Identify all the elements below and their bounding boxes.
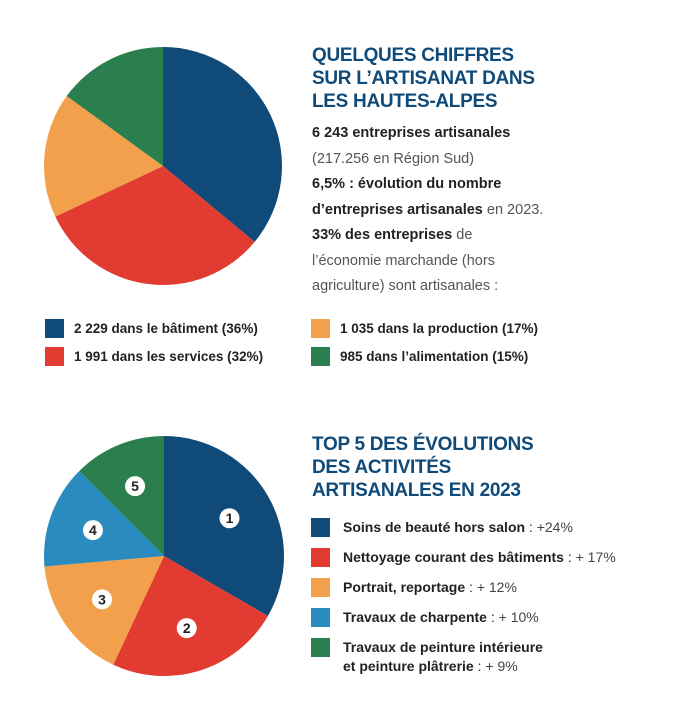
legend2-item-2: Nettoyage courant des bâtiments : + 17% [311,548,616,567]
legend2-label-2: Nettoyage courant des bâtiments [343,549,564,565]
section1-stats: 6 243 entreprises artisanales (217.256 e… [312,121,672,300]
legend2-label-1: Soins de beauté hors salon [343,519,526,535]
legend-swatch-alimentation [311,347,330,366]
legend-label-production: 1 035 dans la production (17%) [340,321,539,336]
legend-label-services: 1 991 dans les services (32%) [74,349,264,364]
pie1-slice-1 [163,47,283,242]
legend2-swatch-4 [311,608,330,627]
pie2-marker-1: 1 [219,508,240,529]
section2-title: TOP 5 DES ÉVOLUTIONS DES ACTIVITÉS ARTIS… [312,433,672,502]
legend2-swatch-5 [311,638,330,657]
pie-chart-top5: 1 2 3 4 5 [44,436,284,676]
pie1-slice-3 [44,96,163,217]
svg-text:5: 5 [131,478,139,494]
stat-economie-de: de [452,227,473,243]
legend2-sep-3: : [465,579,477,595]
legend2-item-5: Travaux de peinture intérieure et peintur… [311,638,543,676]
stat-evolution-line2: d’entreprises artisanales [312,201,483,218]
legend2-sep-4: : [486,609,499,625]
legend-swatch-services [45,347,64,366]
legend2-swatch-2 [311,548,330,567]
svg-text:3: 3 [98,591,106,607]
legend2-swatch-1 [311,518,330,537]
pie2-slice-5 [79,436,164,556]
section2-title-line-2: DES ACTIVITÉS [312,457,451,478]
legend2-value-2: + 17% [575,549,616,565]
section2-title-line-1: TOP 5 DES ÉVOLUTIONS [312,434,534,455]
pie1-slice-4 [66,47,163,166]
pie2-slice-3 [44,556,164,665]
section1-title-line-1: QUELQUES CHIFFRES [312,45,514,66]
legend2-label-5-line2: et peinture plâtrerie [343,658,474,674]
section1-title: QUELQUES CHIFFRES SUR L’ARTISANAT DANS L… [312,44,672,113]
legend2-label-4: Travaux de charpente [343,609,487,625]
legend2-item-4: Travaux de charpente : + 10% [311,608,539,627]
legend-swatch-production [311,319,330,338]
stat-region-sud: (217.256 en Région Sud) [312,150,475,167]
legend-label-alimentation: 985 dans l’alimentation (15%) [340,349,529,364]
stat-economie-line3: agriculture) sont artisanales : [312,278,499,294]
pie2-marker-3: 3 [92,589,113,610]
legend2-value-5: + 9% [485,658,518,674]
legend2-sep-5: : [473,658,486,674]
pie2-slice-4 [44,471,164,567]
pie-chart-artisanat [44,47,283,285]
legend-item-production: 1 035 dans la production (17%) [311,319,538,338]
legend2-sep-1: : [525,519,537,535]
legend2-item-3: Portrait, reportage : + 12% [311,578,517,597]
stat-entreprises: 6 243 entreprises artisanales [312,125,511,141]
legend2-label-5: Travaux de peinture intérieure [343,639,543,655]
legend2-value-4: + 10% [498,609,539,625]
stat-evolution-year: en 2023. [482,201,544,218]
legend-swatch-batiment [45,319,64,338]
stat-economie: 33% des entreprises [312,227,453,243]
stat-economie-line2: l’économie marchande (hors [312,252,495,269]
legend2-label-3: Portrait, reportage [343,579,466,595]
legend2-item-1: Soins de beauté hors salon : +24% [311,518,573,537]
stat-evolution: 6,5% : évolution du nombre [312,176,502,192]
pie2-marker-5: 5 [125,476,146,497]
section1-text: QUELQUES CHIFFRES SUR L’ARTISANAT DANS L… [312,44,672,300]
svg-text:2: 2 [183,620,191,636]
section1-title-line-2: SUR L’ARTISANAT DANS [312,68,535,89]
svg-text:1: 1 [226,510,234,526]
legend2-value-1: +24% [536,519,573,535]
section1-title-line-3: LES HAUTES-ALPES [312,91,498,112]
legend-item-batiment: 2 229 dans le bâtiment (36%) [45,319,258,338]
legend2-swatch-3 [311,578,330,597]
pie2-marker-2: 2 [176,618,197,639]
legend-label-batiment: 2 229 dans le bâtiment (36%) [74,321,258,336]
legend2-value-3: + 12% [476,579,517,595]
section2-text: TOP 5 DES ÉVOLUTIONS DES ACTIVITÉS ARTIS… [312,433,672,502]
svg-text:4: 4 [89,522,97,538]
pie2-marker-4: 4 [82,520,103,541]
pie1-slice-2 [55,166,255,285]
pie2-slice-2 [113,556,268,676]
legend-item-alimentation: 985 dans l’alimentation (15%) [311,347,528,366]
section2-title-line-3: ARTISANALES EN 2023 [312,480,521,501]
legend-item-services: 1 991 dans les services (32%) [45,347,263,366]
legend2-sep-2: : [563,549,576,565]
